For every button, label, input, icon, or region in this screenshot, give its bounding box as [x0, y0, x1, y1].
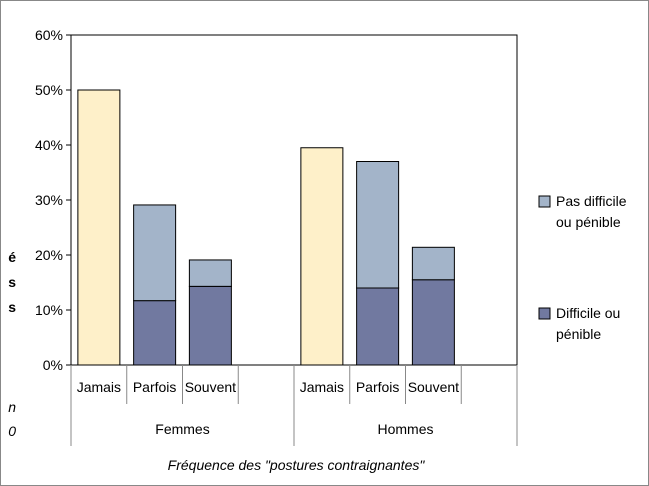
x-category-label-5: Souvent — [408, 379, 459, 395]
bar-0-series-0 — [77, 89, 121, 366]
clipped-label-4: n — [8, 399, 16, 415]
bar-1-series-1 — [133, 204, 177, 302]
legend: Pas difficile ou pénible Difficile ou pénib… — [538, 193, 627, 342]
bar-4-series-1 — [356, 161, 400, 289]
clipped-label-3: s — [8, 299, 16, 315]
bar-2-series-0 — [188, 285, 232, 366]
x-axis: Jamais Parfois Souvent Jamais Parfois Souvent… — [70, 365, 518, 446]
clipped-label-2: s — [8, 274, 16, 290]
x-axis-title: Fréquence des "postures contraignantes" — [168, 457, 426, 473]
y-tick-label-1: 10% — [35, 302, 63, 318]
bar-5-series-1 — [411, 246, 455, 281]
y-axis: 0% 10% 20% 30% 40% 50% 60% — [35, 27, 71, 373]
legend-label-1-line-0: Difficile ou — [556, 305, 620, 321]
y-tick-label-4: 40% — [35, 137, 63, 153]
legend-label-1-line-1: pénible — [556, 326, 601, 342]
x-category-label-2: Souvent — [185, 379, 236, 395]
legend-label-0-line-0: Pas difficile — [556, 193, 627, 209]
legend-label-0-line-1: ou pénible — [556, 214, 621, 230]
x-category-label-4: Parfois — [356, 379, 400, 395]
clipped-label-1: é — [8, 249, 16, 265]
x-category-label-3: Jamais — [300, 379, 344, 395]
bar-5-series-0 — [411, 279, 455, 366]
y-tick-label-6: 60% — [35, 27, 63, 43]
x-group-label-0: Femmes — [155, 421, 209, 437]
bars — [77, 89, 455, 366]
bar-1-series-0 — [133, 300, 177, 366]
y-tick-label-3: 30% — [35, 192, 63, 208]
bar-2-series-1 — [188, 259, 232, 287]
legend-swatch-1 — [538, 307, 551, 320]
y-tick-label-5: 50% — [35, 82, 63, 98]
clipped-label-5: 0 — [8, 423, 16, 439]
bar-4-series-0 — [356, 287, 400, 366]
x-group-label-1: Hommes — [377, 421, 433, 437]
legend-swatch-0 — [538, 195, 551, 208]
y-tick-label-2: 20% — [35, 247, 63, 263]
y-tick-label-0: 0% — [43, 357, 63, 373]
x-category-label-1: Parfois — [133, 379, 177, 395]
bar-3-series-0 — [300, 147, 344, 366]
x-category-label-0: Jamais — [77, 379, 121, 395]
